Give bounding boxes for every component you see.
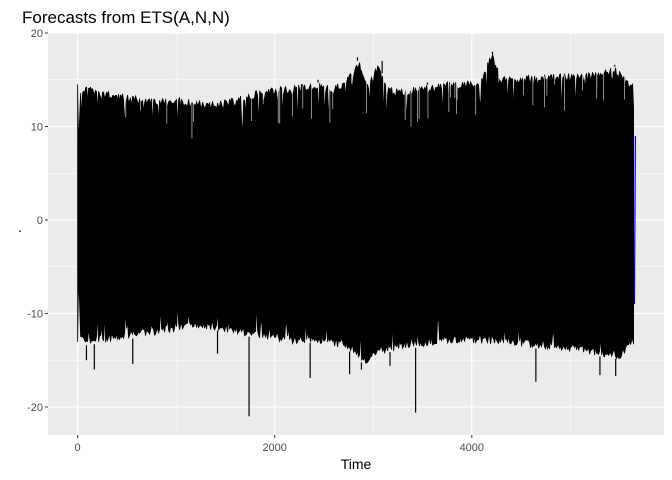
x-tick-label: 2000 (262, 442, 286, 454)
series-group (77, 51, 637, 417)
y-tick-label: 0 (37, 215, 43, 227)
y-tick-label: 10 (31, 121, 43, 133)
y-tick-label: -20 (27, 402, 43, 414)
y-tick-label: 20 (31, 28, 43, 40)
x-tick-label: 4000 (460, 442, 484, 454)
y-axis-title: . (18, 219, 22, 235)
y-axis: -20 -10 0 10 20 (27, 28, 48, 414)
x-axis: 0 2000 4000 (75, 435, 484, 454)
y-tick-label: -10 (27, 308, 43, 320)
x-axis-title: Time (341, 456, 372, 472)
series-line-forecast (633, 135, 637, 305)
chart-title: Forecasts from ETS(A,N,N) (22, 8, 230, 27)
x-tick-label: 0 (75, 442, 81, 454)
